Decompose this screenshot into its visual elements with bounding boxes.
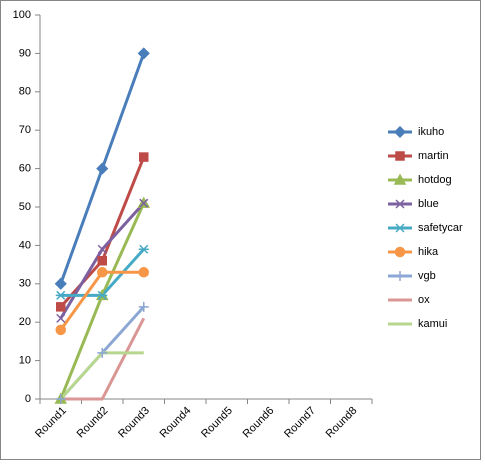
data-point xyxy=(138,267,149,278)
data-point xyxy=(96,162,109,175)
legend-marker xyxy=(395,271,405,281)
y-tick-label: 70 xyxy=(19,124,31,136)
y-tick-label: 20 xyxy=(19,316,31,328)
legend-marker xyxy=(393,173,407,185)
legend-label: martin xyxy=(418,150,449,162)
data-point xyxy=(137,47,150,60)
legend-marker xyxy=(393,125,407,139)
legend-marker xyxy=(395,199,405,209)
data-point xyxy=(55,394,66,404)
y-tick-label: 60 xyxy=(19,163,31,175)
data-point xyxy=(55,290,66,300)
y-tick-label: 10 xyxy=(19,355,31,367)
legend-marker xyxy=(395,151,405,161)
legend-marker xyxy=(395,223,405,233)
y-tick-label: 90 xyxy=(19,47,31,59)
data-point xyxy=(97,347,108,358)
legend-label: ox xyxy=(418,294,430,306)
data-point xyxy=(97,290,108,300)
legend-label: ikuho xyxy=(418,126,444,138)
data-point xyxy=(97,244,107,254)
y-tick-label: 40 xyxy=(19,239,31,251)
y-tick-label: 100 xyxy=(13,9,31,21)
data-point xyxy=(139,198,149,208)
data-point xyxy=(138,244,149,254)
data-point xyxy=(139,152,149,162)
data-point xyxy=(97,267,108,278)
y-tick-label: 80 xyxy=(19,86,31,98)
data-point xyxy=(55,324,66,336)
series-line xyxy=(60,317,146,401)
legend-label: hika xyxy=(418,246,439,258)
y-tick-label: 0 xyxy=(25,393,31,405)
legend-label: hotdog xyxy=(418,174,452,186)
legend-label: blue xyxy=(418,198,439,210)
y-tick-label: 50 xyxy=(19,201,31,213)
data-point xyxy=(56,313,66,323)
legend-label: kamui xyxy=(418,318,447,330)
data-point xyxy=(56,302,66,312)
data-point xyxy=(54,277,67,290)
data-point xyxy=(138,301,149,312)
legend-marker xyxy=(394,246,406,258)
data-point xyxy=(97,256,107,266)
legend-label: safetycar xyxy=(418,222,463,234)
legend-label: vgb xyxy=(418,270,436,282)
y-tick-label: 30 xyxy=(19,278,31,290)
